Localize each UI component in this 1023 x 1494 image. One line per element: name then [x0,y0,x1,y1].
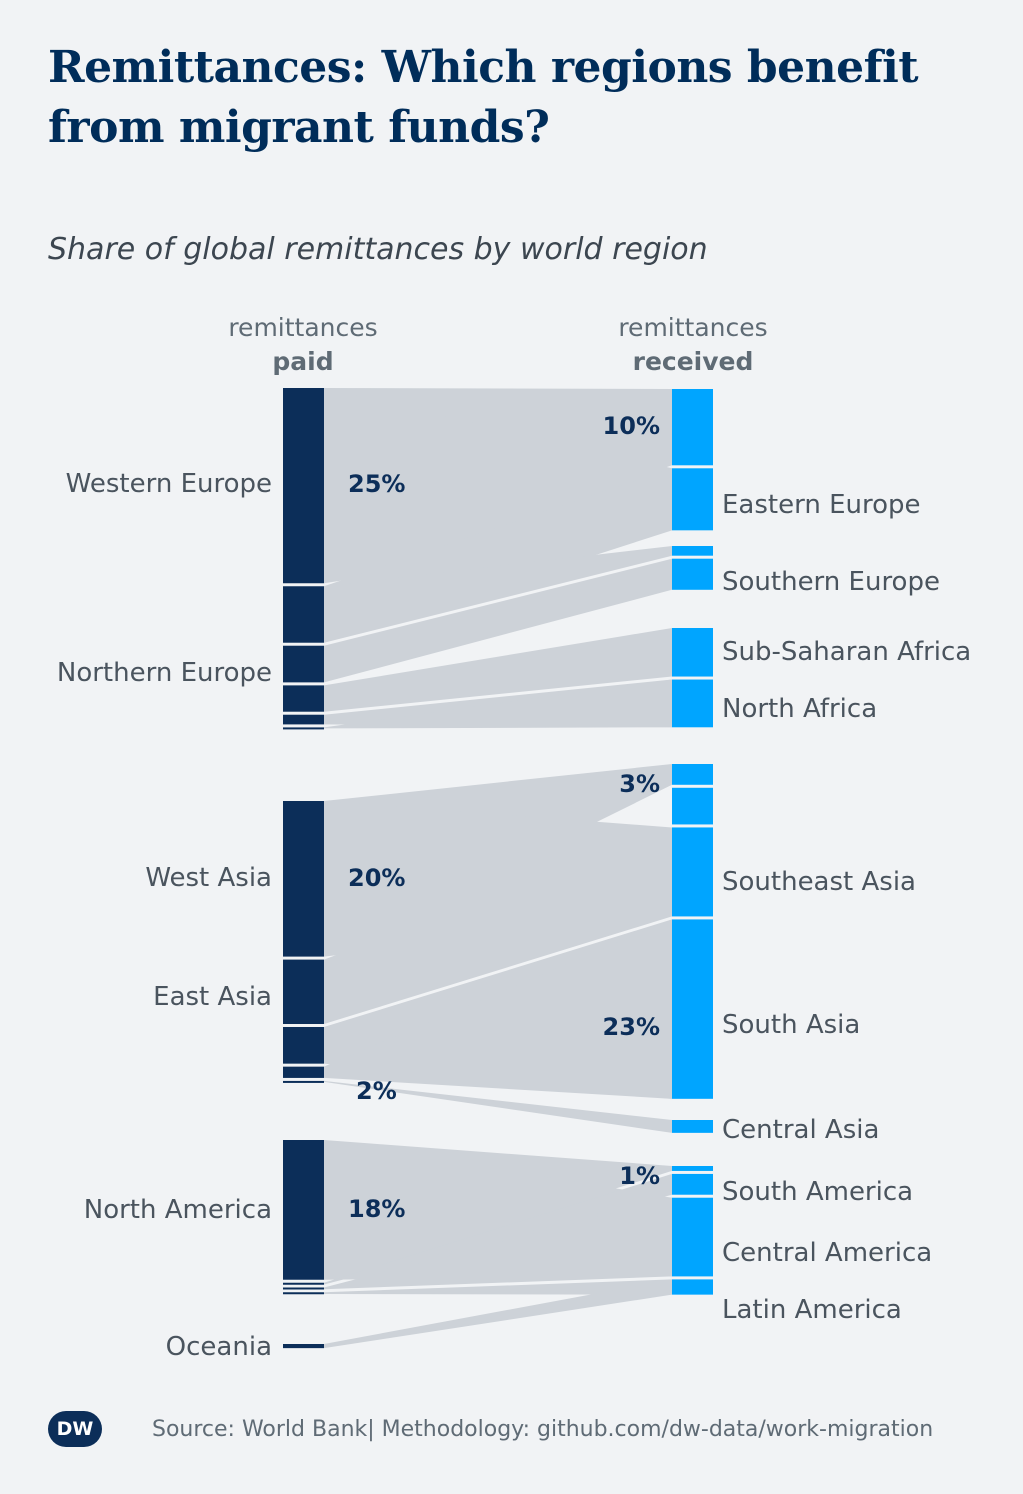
pct-label-south-asia-received: 23% [603,1013,660,1041]
paid-bars [283,388,324,1349]
received-bars [672,389,713,1295]
right-label-southeast-asia: Southeast Asia [722,867,916,897]
footer: DW Source: World Bank| Methodology: gith… [48,1409,933,1449]
left-label-west-asia: West Asia [145,863,272,893]
flow-band [324,1173,672,1285]
right-label-south-asia: South Asia [722,1010,860,1040]
received-segment [672,558,713,590]
flow-band [324,558,672,683]
right-label-central-america: Central America [722,1238,932,1268]
paid-segment [283,727,324,730]
left-label-oceania: Oceania [166,1332,272,1362]
received-segment [672,827,713,917]
pct-label-west-asia-received: 3% [619,770,660,798]
paid-segment [283,1080,324,1083]
left-header-line2: paid [272,347,333,376]
received-segment [672,1166,713,1171]
right-label-eastern-europe: Eastern Europe [722,490,921,520]
flow-band [324,1197,672,1290]
paid-segment [283,388,324,584]
left-label-north-america: North America [84,1195,272,1225]
paid-segment [283,1140,324,1280]
pct-label-west-asia-paid: 20% [348,864,405,892]
received-segment [672,679,713,728]
sankey-chart: remittances paid remittances received We… [57,313,971,1362]
right-label-south-america: South America [722,1177,913,1207]
paid-segment [283,1027,324,1064]
received-segment [672,1279,713,1295]
received-segment [672,1197,713,1277]
received-segment [672,919,713,1099]
received-segment [672,546,713,556]
received-segment [672,389,713,466]
chart-title: Remittances: Which regions benefit from … [48,42,919,153]
flow-band [324,1279,672,1349]
pct-label-north-america-received: 1% [619,1162,660,1190]
paid-segment [283,586,324,643]
paid-segment [283,1066,324,1078]
chart-subtitle: Share of global remittances by world reg… [48,232,708,267]
flow-band [324,919,672,1099]
right-label-latin-america: Latin America [722,1295,902,1325]
dw-logo: DW [48,1411,102,1447]
left-label-east-asia: East Asia [153,982,272,1012]
paid-segment [283,1344,324,1349]
flow-band [324,827,672,1025]
paid-segment [283,1292,324,1295]
received-segment [672,468,713,531]
received-segment [672,1120,713,1133]
flow-band [324,1279,672,1295]
left-label-northern-europe: Northern Europe [57,658,272,688]
left-header-line1: remittances [228,313,377,342]
left-label-western-europe: Western Europe [66,469,272,499]
flow-band [324,546,672,643]
paid-segment [283,685,324,712]
flow-band [324,628,672,712]
pct-label-east-asia-paid: 2% [356,1077,397,1105]
received-segment [672,628,713,677]
paid-segment [283,645,324,683]
flow-band [324,679,672,729]
received-segment [672,1173,713,1195]
source-note: Source: World Bank| Methodology: github.… [152,1416,934,1442]
paid-segment [283,714,324,725]
flow-layer [324,388,672,1349]
paid-segment [283,1287,324,1290]
received-segment [672,764,713,785]
paid-segment [283,1282,324,1285]
paid-segment [283,801,324,957]
right-header-line2: received [633,347,754,376]
pct-label-western-europe-paid: 25% [348,470,405,498]
received-segment [672,787,713,825]
paid-segment [283,959,324,1025]
pct-label-north-america-paid: 18% [348,1195,405,1223]
pct-label-western-europe-received: 10% [603,412,660,440]
right-label-central-asia: Central Asia [722,1115,879,1145]
flow-band [324,1080,672,1133]
right-label-southern-europe: Southern Europe [722,567,940,597]
right-label-north-africa: North Africa [722,694,877,724]
right-label-sub-saharan-africa: Sub-Saharan Africa [722,637,971,667]
right-header-line1: remittances [618,313,767,342]
